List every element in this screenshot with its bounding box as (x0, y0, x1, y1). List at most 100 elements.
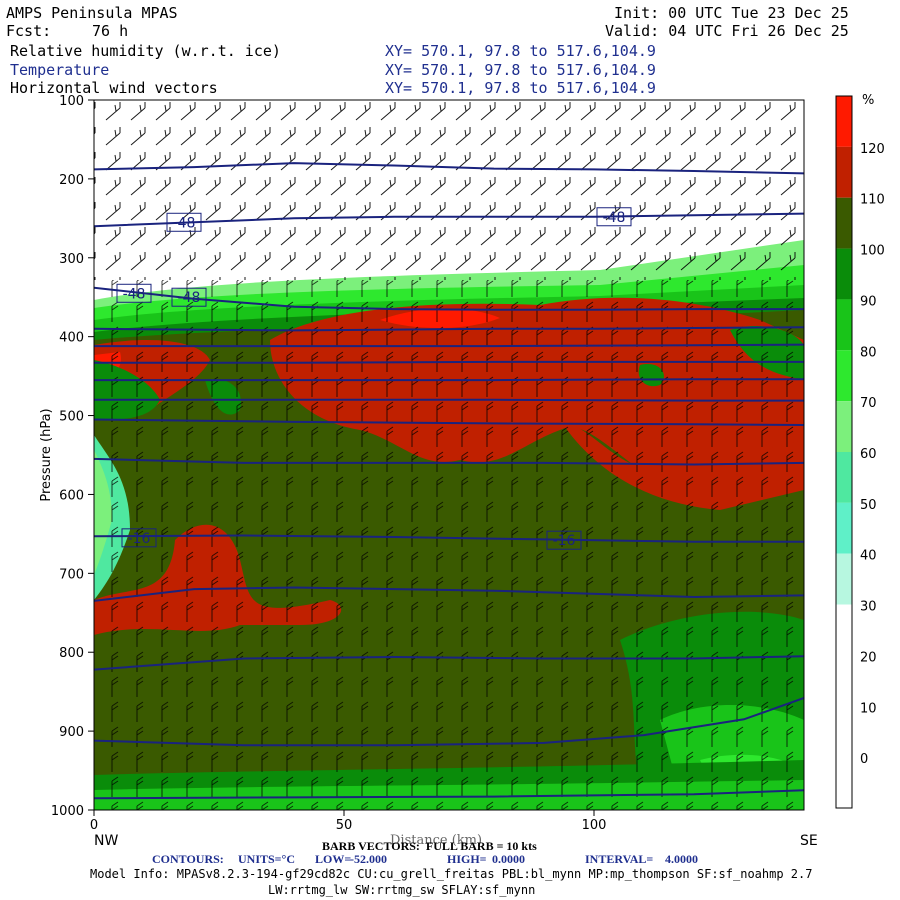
init-time: Init: 00 UTC Tue 23 Dec 25 (614, 4, 849, 22)
wind-barbs (94, 100, 804, 810)
field-temp-name: Temperature (10, 61, 110, 79)
y-tick-label: 400 (59, 331, 84, 346)
colorbar-bin (836, 452, 852, 503)
colorbar-label: 40 (860, 549, 877, 564)
contours-low: -52.000 (350, 852, 387, 866)
colorbar-unit: % (862, 93, 874, 108)
contours-high: 0.0000 (492, 852, 525, 866)
colorbar-bin (836, 299, 852, 351)
y-tick-label: 800 (59, 646, 84, 661)
colorbar-frame (835, 95, 853, 809)
isotherm-line (94, 457, 804, 466)
valid-time: Valid: 04 UTC Fri 26 Dec 25 (605, 22, 849, 40)
isotherm-line (94, 212, 804, 228)
contours-low-label: LOW= (315, 852, 352, 866)
isotherm-line (94, 789, 804, 800)
y-tick-label: 200 (59, 173, 84, 188)
colorbar-label: 110 (860, 193, 885, 208)
field-wind-name: Horizontal wind vectors (10, 79, 218, 97)
isotherm-line (94, 398, 804, 402)
colorbar-label: 100 (860, 244, 885, 259)
isotherm-line (94, 655, 804, 671)
model-title: AMPS Peninsula MPAS (6, 4, 178, 22)
isotherm-label: -16 (128, 531, 151, 547)
colorbar-label: 120 (860, 142, 885, 157)
isotherm-label-box (596, 207, 632, 227)
colorbar-bin (836, 96, 852, 147)
colorbar-bin (836, 146, 852, 198)
y-tick-label: 700 (59, 567, 84, 582)
x-axis: 0 50 100 (90, 810, 607, 833)
isotherm-label-box (116, 283, 152, 303)
colorbar-bin (836, 604, 852, 656)
isotherm-line (94, 418, 804, 426)
colorbar-label: 70 (860, 396, 877, 411)
isotherm-label-box (166, 212, 202, 232)
temperature-contours (94, 162, 804, 800)
y-tick-label: 100 (59, 94, 84, 109)
isotherm-line (94, 162, 804, 175)
contours-interval-label: INTERVAL= (585, 852, 654, 866)
isotherm-line (94, 360, 804, 364)
barb-legend: BARB VECTORS: FULL BARB = 10 kts (322, 839, 537, 853)
y-tick-label: 300 (59, 252, 84, 267)
isotherm-label: -48 (603, 210, 626, 226)
contours-units: UNITS=°C (238, 852, 295, 866)
contours-high-label: HIGH= (447, 852, 487, 866)
colorbar-label: 30 (860, 600, 877, 615)
y-tick-label: 900 (59, 725, 84, 740)
y-axis: 100 200 300 400 500 600 700 800 900 1000 (51, 94, 94, 819)
fcst-label: Fcst: (6, 22, 52, 40)
colorbar-label: 0 (860, 752, 868, 767)
colorbar-label: 50 (860, 498, 877, 513)
colorbar-label: 10 (860, 701, 877, 716)
colorbar-bin (836, 706, 852, 758)
y-tick-label: 600 (59, 488, 84, 503)
x-label-nw: NW (94, 833, 119, 849)
field-temp-xy: XY= 570.1, 97.8 to 517.6,104.9 (385, 61, 656, 79)
isotherm-line (94, 343, 804, 348)
contours-label: CONTOURS: (152, 852, 224, 866)
colorbar-label: 20 (860, 650, 877, 665)
isotherm-label-box (171, 287, 207, 307)
colorbar-bin (836, 248, 852, 300)
isotherm-label: -48 (123, 286, 146, 302)
isotherm-line (94, 697, 804, 747)
isotherm-line (94, 378, 804, 382)
isotherm-line (94, 286, 804, 311)
x-label-se: SE (800, 833, 818, 849)
isotherm-line (94, 586, 804, 602)
colorbar-bin (836, 655, 852, 707)
contour-labels: -48 -48 -48 -48 -16 -16 (116, 207, 632, 550)
colorbar-bin (836, 502, 852, 554)
y-axis-title: Pressure (hPa) (39, 408, 54, 501)
x-tick-label: 50 (336, 818, 353, 833)
colorbar-bin (836, 197, 852, 249)
plot-frame (93, 99, 805, 811)
field-wind-xy: XY= 570.1, 97.8 to 517.6,104.9 (385, 79, 656, 97)
colorbar-label: 80 (860, 345, 877, 360)
field-rh-name: Relative humidity (w.r.t. ice) (10, 42, 281, 60)
isotherm-label-box (121, 528, 157, 548)
model-info-2: LW:rrtmg_lw SW:rrtmg_sw SFLAY:sf_mynn (268, 883, 536, 897)
isotherm-label: -16 (553, 533, 576, 549)
colorbar-label: 60 (860, 447, 877, 462)
colorbar-bin (836, 757, 852, 808)
x-axis-title: Distance (km) (390, 833, 483, 848)
x-tick-label: 0 (90, 818, 98, 833)
isotherm-line (94, 326, 804, 332)
colorbar-bin (836, 350, 852, 402)
isotherm-line (94, 534, 804, 543)
fcst-value: 76 h (92, 22, 129, 40)
colorbar-bin (836, 401, 852, 452)
isotherm-label: -48 (178, 290, 201, 306)
y-tick-label: 1000 (51, 804, 84, 819)
model-info: Model Info: MPASv8.2.3-194-gf29cd82c CU:… (90, 867, 813, 881)
colorbar-label: 90 (860, 294, 877, 309)
colorbar: 0 10 20 30 40 50 60 70 80 90 100 110 120% (835, 93, 885, 809)
isotherm-label-box (546, 530, 582, 550)
isotherm-label: -48 (173, 215, 196, 231)
x-tick-label: 100 (582, 818, 607, 833)
contours-interval: 4.0000 (665, 852, 698, 866)
